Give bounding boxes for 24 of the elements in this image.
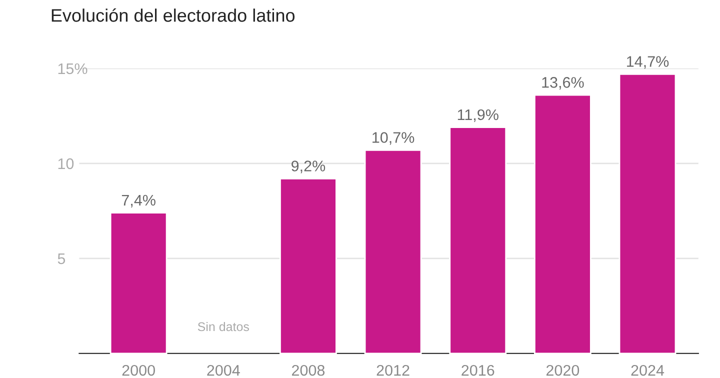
data-label: 7,4%: [122, 194, 156, 208]
x-tick-label: 2008: [292, 364, 325, 376]
bar: [534, 94, 592, 354]
y-tick-label: 10: [58, 158, 74, 170]
data-label: 14,7%: [627, 56, 669, 69]
data-label: 13,6%: [542, 77, 584, 90]
x-tick-label: 2024: [631, 364, 664, 376]
x-tick-label: 2000: [122, 364, 155, 376]
bar: [449, 126, 507, 354]
y-tick-label: 15%: [58, 63, 88, 74]
data-label: 9,2%: [292, 160, 326, 174]
x-tick-label: 2016: [462, 364, 494, 376]
bar: [280, 178, 337, 354]
bar: [110, 212, 168, 354]
x-tick-label: 2012: [376, 364, 410, 376]
data-label: 11,9%: [458, 109, 498, 122]
bar: [364, 149, 422, 354]
x-tick-label: 2020: [546, 364, 580, 376]
data-label: 10,7%: [372, 132, 414, 145]
bar: [618, 73, 676, 354]
chart-title: Evolución del electorado latino: [52, 8, 295, 22]
x-tick-label: 2004: [207, 364, 240, 376]
annotation: Sin datos: [198, 322, 250, 332]
y-tick-label: 5: [58, 253, 66, 264]
